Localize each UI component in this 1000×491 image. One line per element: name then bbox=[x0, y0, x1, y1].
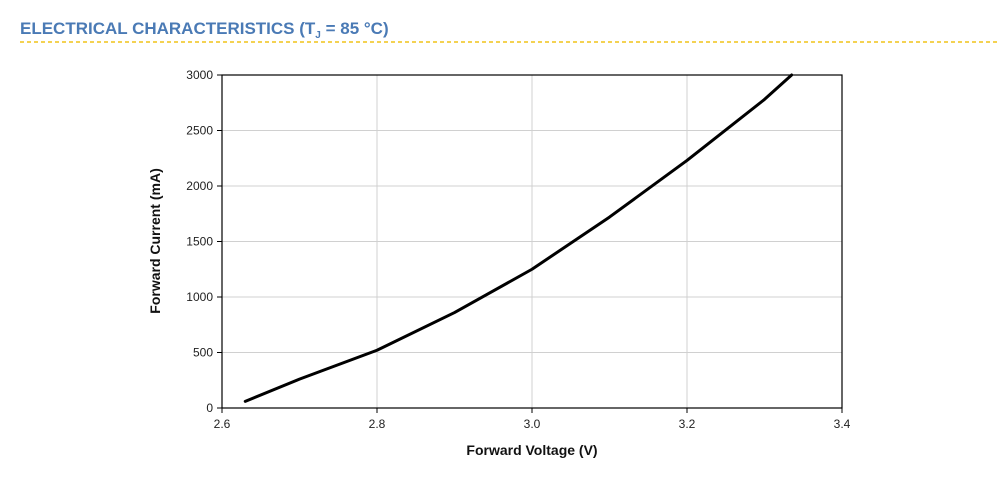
title-subscript: J bbox=[315, 30, 321, 41]
y-axis-label: Forward Current (mA) bbox=[147, 168, 163, 313]
y-tick-label: 2500 bbox=[186, 124, 213, 138]
title-end: = 85 °C) bbox=[321, 19, 389, 38]
y-tick-label: 2000 bbox=[186, 179, 213, 193]
y-tick-label: 1500 bbox=[186, 235, 213, 249]
data-line bbox=[243, 73, 794, 403]
title-main: ELECTRICAL CHARACTERISTICS (T bbox=[20, 19, 316, 38]
x-tick-label: 3.4 bbox=[834, 417, 851, 431]
x-axis-label: Forward Voltage (V) bbox=[466, 442, 597, 458]
y-tick-label: 1000 bbox=[186, 290, 213, 304]
plot-frame bbox=[221, 74, 843, 409]
x-tick-label: 3.2 bbox=[679, 417, 696, 431]
x-tick-label: 3.0 bbox=[524, 417, 541, 431]
header-title: ELECTRICAL CHARACTERISTICS (TJ = 85 °C) bbox=[20, 19, 389, 41]
y-tick-label: 500 bbox=[193, 346, 213, 360]
y-tick-label: 3000 bbox=[186, 68, 213, 82]
x-tick-label: 2.8 bbox=[369, 417, 386, 431]
x-tick-label: 2.6 bbox=[214, 417, 231, 431]
y-tick-label: 0 bbox=[206, 401, 213, 415]
